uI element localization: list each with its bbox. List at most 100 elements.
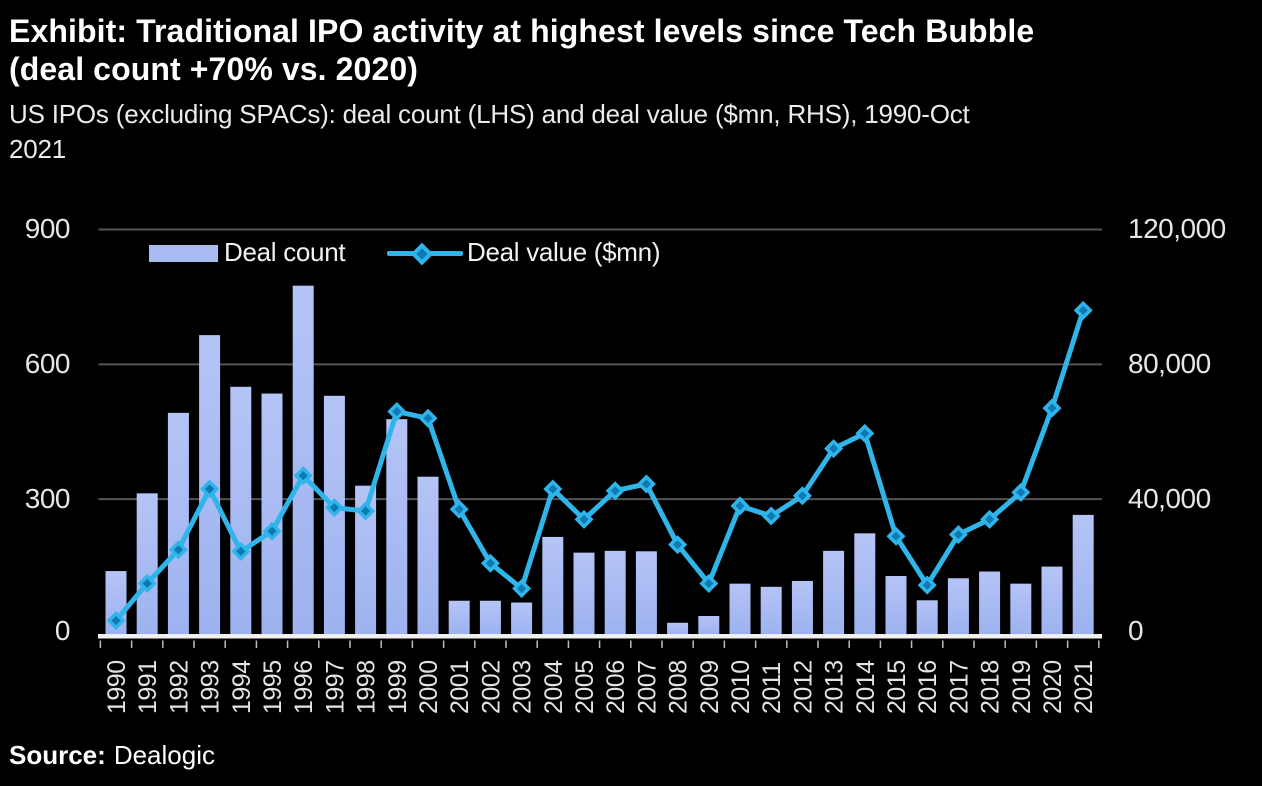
- bar-2008: [667, 622, 689, 634]
- x-label-2019: 2019: [1008, 660, 1036, 714]
- x-label-1991: 1991: [134, 660, 162, 714]
- x-label-2011: 2011: [758, 662, 786, 714]
- bar-2010: [729, 583, 751, 634]
- x-label-2020: 2020: [1039, 660, 1067, 714]
- line-point-inner-2002: [485, 558, 495, 568]
- bar-2000: [417, 476, 439, 634]
- x-label-2018: 2018: [977, 660, 1005, 714]
- line-point-inner-2011: [766, 511, 776, 521]
- x-label-2017: 2017: [945, 660, 973, 714]
- line-point-inner-1994: [236, 546, 246, 557]
- line-point-inner-2015: [891, 531, 901, 541]
- page-title-line1: Exhibit: Traditional IPO activity at hig…: [9, 13, 1035, 49]
- y-left-tick-600: 600: [24, 348, 71, 379]
- y-left-tick-0: 0: [54, 615, 71, 646]
- bar-1996: [292, 285, 314, 634]
- bar-2017: [947, 578, 969, 634]
- x-label-2015: 2015: [883, 660, 911, 714]
- bar-1994: [230, 386, 252, 634]
- bar-2003: [511, 602, 533, 634]
- source-label: Source:: [9, 740, 106, 770]
- x-label-2009: 2009: [696, 660, 724, 714]
- x-label-2004: 2004: [540, 660, 568, 714]
- x-label-1999: 1999: [384, 660, 412, 714]
- line-point-inner-1996: [298, 470, 308, 481]
- line-point-inner-2010: [735, 501, 745, 511]
- bar-2007: [635, 551, 657, 634]
- line-point-inner-2017: [953, 529, 963, 540]
- bar-2014: [854, 533, 876, 634]
- chart-subtitle-line1: US IPOs (excluding SPACs): deal count (L…: [9, 99, 970, 129]
- page-title-line2: (deal count +70% vs. 2020): [9, 51, 419, 87]
- line-point-inner-2000: [423, 413, 433, 423]
- x-label-1992: 1992: [165, 660, 193, 714]
- bar-2001: [448, 600, 470, 634]
- bar-2015: [885, 576, 907, 634]
- x-label-2006: 2006: [602, 660, 630, 714]
- line-point-inner-2001: [454, 504, 464, 514]
- x-label-1994: 1994: [228, 660, 256, 714]
- line-point-inner-1997: [329, 502, 339, 513]
- x-label-2000: 2000: [415, 660, 443, 714]
- y-right-tick-0: 0: [1128, 615, 1144, 646]
- x-label-1995: 1995: [259, 660, 287, 714]
- deal-value-marker-inner: [416, 247, 428, 260]
- line-point-inner-2019: [1016, 487, 1026, 498]
- bar-2009: [698, 616, 720, 634]
- x-label-2001: 2001: [446, 660, 474, 714]
- line-point-inner-2003: [517, 583, 527, 594]
- line-point-inner-1990: [111, 615, 121, 626]
- line-point-inner-1995: [267, 526, 277, 536]
- line-point-inner-1998: [361, 506, 371, 516]
- legend-deal-count-label: Deal count: [224, 237, 346, 267]
- bar-1995: [261, 393, 283, 634]
- source-value: Dealogic: [113, 740, 215, 770]
- bar-2013: [823, 550, 845, 634]
- line-point-inner-2005: [579, 514, 589, 524]
- x-label-2003: 2003: [509, 660, 537, 714]
- x-label-1993: 1993: [197, 660, 225, 714]
- line-point-inner-2013: [829, 444, 839, 454]
- line-point-inner-2007: [641, 479, 651, 489]
- x-label-2005: 2005: [571, 660, 599, 714]
- bar-2012: [791, 580, 813, 634]
- x-label-2012: 2012: [789, 660, 817, 714]
- x-label-1998: 1998: [353, 660, 381, 714]
- x-label-2008: 2008: [665, 660, 693, 714]
- y-left-tick-900: 900: [24, 213, 71, 244]
- line-point-inner-2004: [548, 484, 558, 494]
- deal-value-line: [113, 307, 1086, 624]
- line-point-inner-2006: [610, 486, 620, 496]
- x-label-2013: 2013: [821, 660, 849, 714]
- line-point-inner-2020: [1047, 403, 1057, 413]
- bar-1991: [136, 493, 158, 634]
- bar-2006: [604, 550, 626, 634]
- line-point-inner-2008: [673, 540, 683, 550]
- bar-2005: [573, 552, 595, 634]
- line-point-inner-1993: [205, 484, 215, 494]
- line-point-inner-2009: [704, 578, 714, 589]
- x-label-2010: 2010: [727, 660, 755, 714]
- chart-subtitle-line2: 2021: [9, 134, 67, 164]
- bar-2019: [1010, 583, 1032, 634]
- line-point-inner-1999: [392, 406, 402, 417]
- bar-2004: [542, 536, 564, 634]
- y-right-tick-40000: 40,000: [1128, 483, 1211, 514]
- x-label-1997: 1997: [321, 660, 349, 714]
- x-label-2016: 2016: [914, 660, 942, 714]
- x-label-1990: 1990: [103, 660, 131, 714]
- line-point-inner-2014: [860, 428, 870, 439]
- bar-1992: [167, 412, 189, 634]
- source-line: Source: Dealogic: [9, 740, 215, 771]
- x-label-2007: 2007: [633, 660, 661, 714]
- x-label-2014: 2014: [852, 660, 880, 714]
- bar-2021: [1072, 514, 1094, 634]
- y-right-tick-80000: 80,000: [1128, 348, 1211, 379]
- bar-1999: [386, 419, 408, 634]
- line-point-inner-2016: [922, 580, 932, 590]
- deal-count-swatch: [149, 245, 218, 262]
- y-right-tick-120000: 120,000: [1128, 213, 1226, 244]
- bar-1998: [355, 485, 377, 634]
